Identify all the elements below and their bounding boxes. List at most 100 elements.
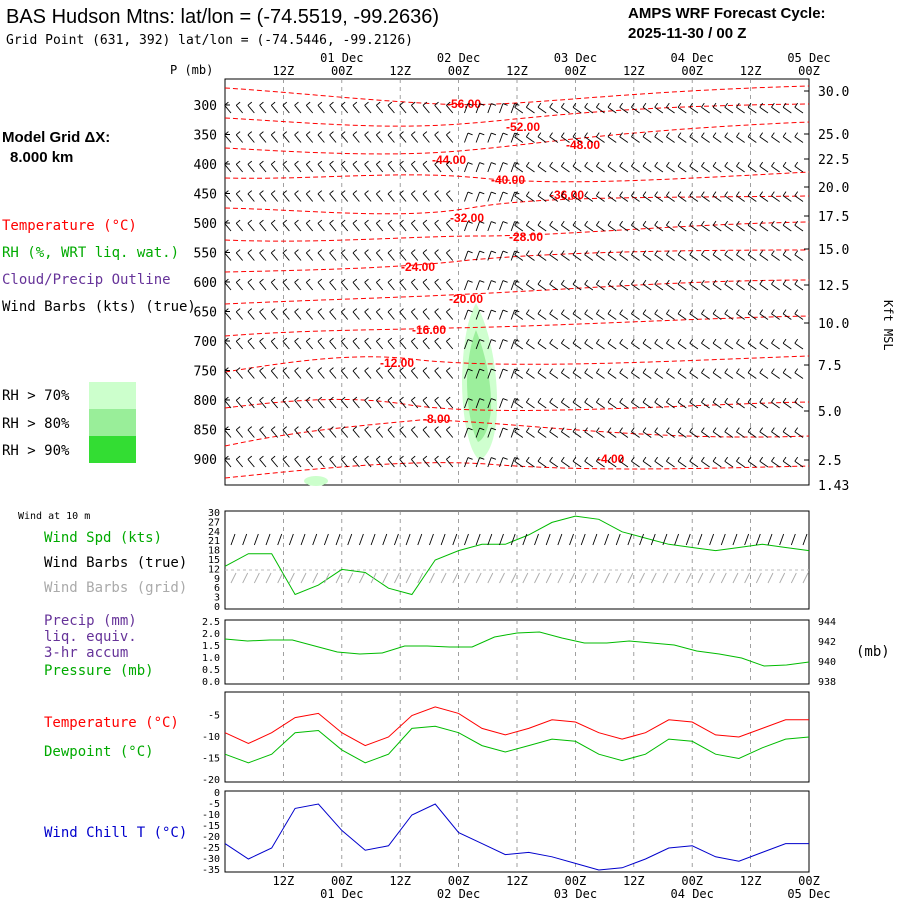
wind-barb [631,401,640,409]
wind-barb-flag [747,132,752,138]
wind-barb [701,136,710,143]
wind-barb [294,164,302,173]
wind-barb-flag [631,102,635,108]
surface-wind-barb [288,533,294,546]
wind-barb [510,309,516,320]
wind-barb [724,431,734,438]
wind-barb-flag [446,219,451,224]
wind-barb-flag [525,309,530,315]
wind-barb-flag [422,367,428,372]
wind-barb-flag [317,426,323,431]
temperature-tick-label: -20 [202,775,220,786]
wind-barb [736,283,745,291]
wind-barb [677,195,687,202]
wind-barb [782,460,792,468]
wind-barb [422,459,430,468]
wind-barb-flag [677,456,682,462]
wind-barb [352,311,360,320]
wind-barb [247,223,255,232]
wind-barb-flag [514,279,518,285]
wind-barb [510,457,516,468]
wind-barb [549,106,559,114]
wind-barb-flag [329,190,334,195]
wind-barb-flag [560,456,565,462]
wind-barb-flag [794,338,799,344]
surface-grid-wind-barb [627,572,634,584]
wind-barb [446,400,454,409]
wind-barb-flag [224,426,229,431]
wind-barb [235,134,244,143]
wind-barb-flag [747,279,752,285]
wind-barb-flag [572,368,577,374]
wind-barb-flag [654,191,658,197]
wind-barb [317,282,325,291]
wind-barb [340,282,349,291]
wind-barb [510,191,516,202]
surface-grid-wind-barb [347,572,354,584]
wind-barb-flag [341,367,346,372]
wind-barb-flag [736,338,740,344]
wind-barb-flag [224,278,229,283]
bottom-hour-tick-label: 12Z [623,874,645,888]
top-day-tick-label: 04 Dec [671,51,714,65]
wind-barb-flag [411,337,416,342]
wind-barb-flag [329,308,334,313]
wind-barb [487,280,492,291]
temperature-contour [224,398,810,411]
wind-barb-flag [631,161,635,167]
wind-barb-flag [247,455,253,460]
wind-barb [422,193,430,202]
wind-barb-flag [642,191,647,197]
wind-barb [759,372,769,379]
wind-barb-flag [736,132,740,138]
wind-barb-flag [666,161,670,167]
wind-barb [747,283,757,291]
temperature-contour [224,195,810,215]
wind-barb [247,370,255,379]
wind-barb-flag [747,250,752,256]
wind-barb-flag [352,308,358,313]
wind-barb [654,165,664,173]
wind-barb-flag [619,309,623,315]
wind-barb [561,254,570,261]
top-hour-tick-label: 00Z [331,64,353,78]
wind-barb [747,165,757,173]
wind-barb [642,136,652,143]
wind-barb [464,368,469,379]
wind-barb [759,460,769,468]
surface-grid-wind-barb [685,572,692,584]
wind-barb [607,165,617,173]
wind-barb [561,372,570,379]
wind-barb-flag [270,308,276,313]
surface-wind-barb [487,533,493,546]
wind-barb [724,224,734,232]
wind-barb-flag [677,309,682,315]
wind-barb-flag [317,455,323,460]
wind-barb-flag [434,101,439,106]
wind-barb-flag [259,337,264,342]
legend-wind-barbs: Wind Barbs (kts) (true) [2,299,196,315]
wind-barb-flag [619,456,623,462]
wind-barb [294,400,302,409]
wind-barb [224,105,232,114]
wind-barb-flag [549,427,553,433]
legend-wind-speed: Wind Spd (kts) [44,530,162,546]
wind-barb-flag [642,132,647,138]
wind-barb-flag [701,102,705,108]
wind-barb [487,103,492,114]
wind-barb [352,105,360,114]
wind-barb-flag [270,426,276,431]
wind-barb-flag [305,455,311,460]
wind-barb [794,195,804,202]
wind-barb-flag [479,309,485,313]
wind-barb [464,309,469,320]
wind-barb [224,193,232,202]
wind-barb [510,368,516,379]
temperature-contour [224,85,810,106]
wind-barb [596,136,605,143]
wind-barb [352,459,360,468]
bottom-hour-tick-label: 00Z [331,874,353,888]
wind-barb-flag [771,456,775,462]
wind-barb [340,193,349,202]
wind-barb-flag [491,280,497,283]
